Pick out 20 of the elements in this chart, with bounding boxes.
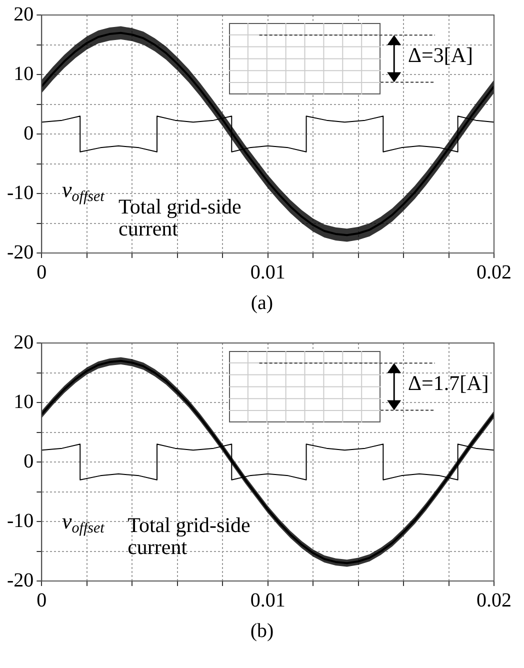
x-tick-label: 0.02 xyxy=(476,589,512,612)
x-tick-label: 0.02 xyxy=(476,261,512,284)
y-tick-label: 10 xyxy=(14,62,34,85)
annotation: Total grid-side current xyxy=(118,194,242,240)
x-tick-label: 0.01 xyxy=(250,589,286,612)
annotation: Δ=1.7[A] xyxy=(408,371,489,396)
y-tick-label: 0 xyxy=(24,122,34,144)
text: (a) xyxy=(250,291,274,316)
y-tick-label: 20 xyxy=(14,3,34,26)
y-tick-label: 20 xyxy=(14,331,34,354)
y-tick-label: 10 xyxy=(14,390,34,413)
annotation: Δ=3[A] xyxy=(408,43,474,68)
y-tick-label: -10 xyxy=(6,182,34,204)
y-tick-label: -10 xyxy=(6,510,34,532)
y-tick-label: -20 xyxy=(6,241,34,264)
y-tick-label: -20 xyxy=(6,569,34,592)
x-tick-label: 0.01 xyxy=(250,261,286,284)
y-tick-label: 0 xyxy=(24,450,34,472)
annotation: Total grid-side current xyxy=(128,512,250,559)
text: (b) xyxy=(249,619,275,644)
